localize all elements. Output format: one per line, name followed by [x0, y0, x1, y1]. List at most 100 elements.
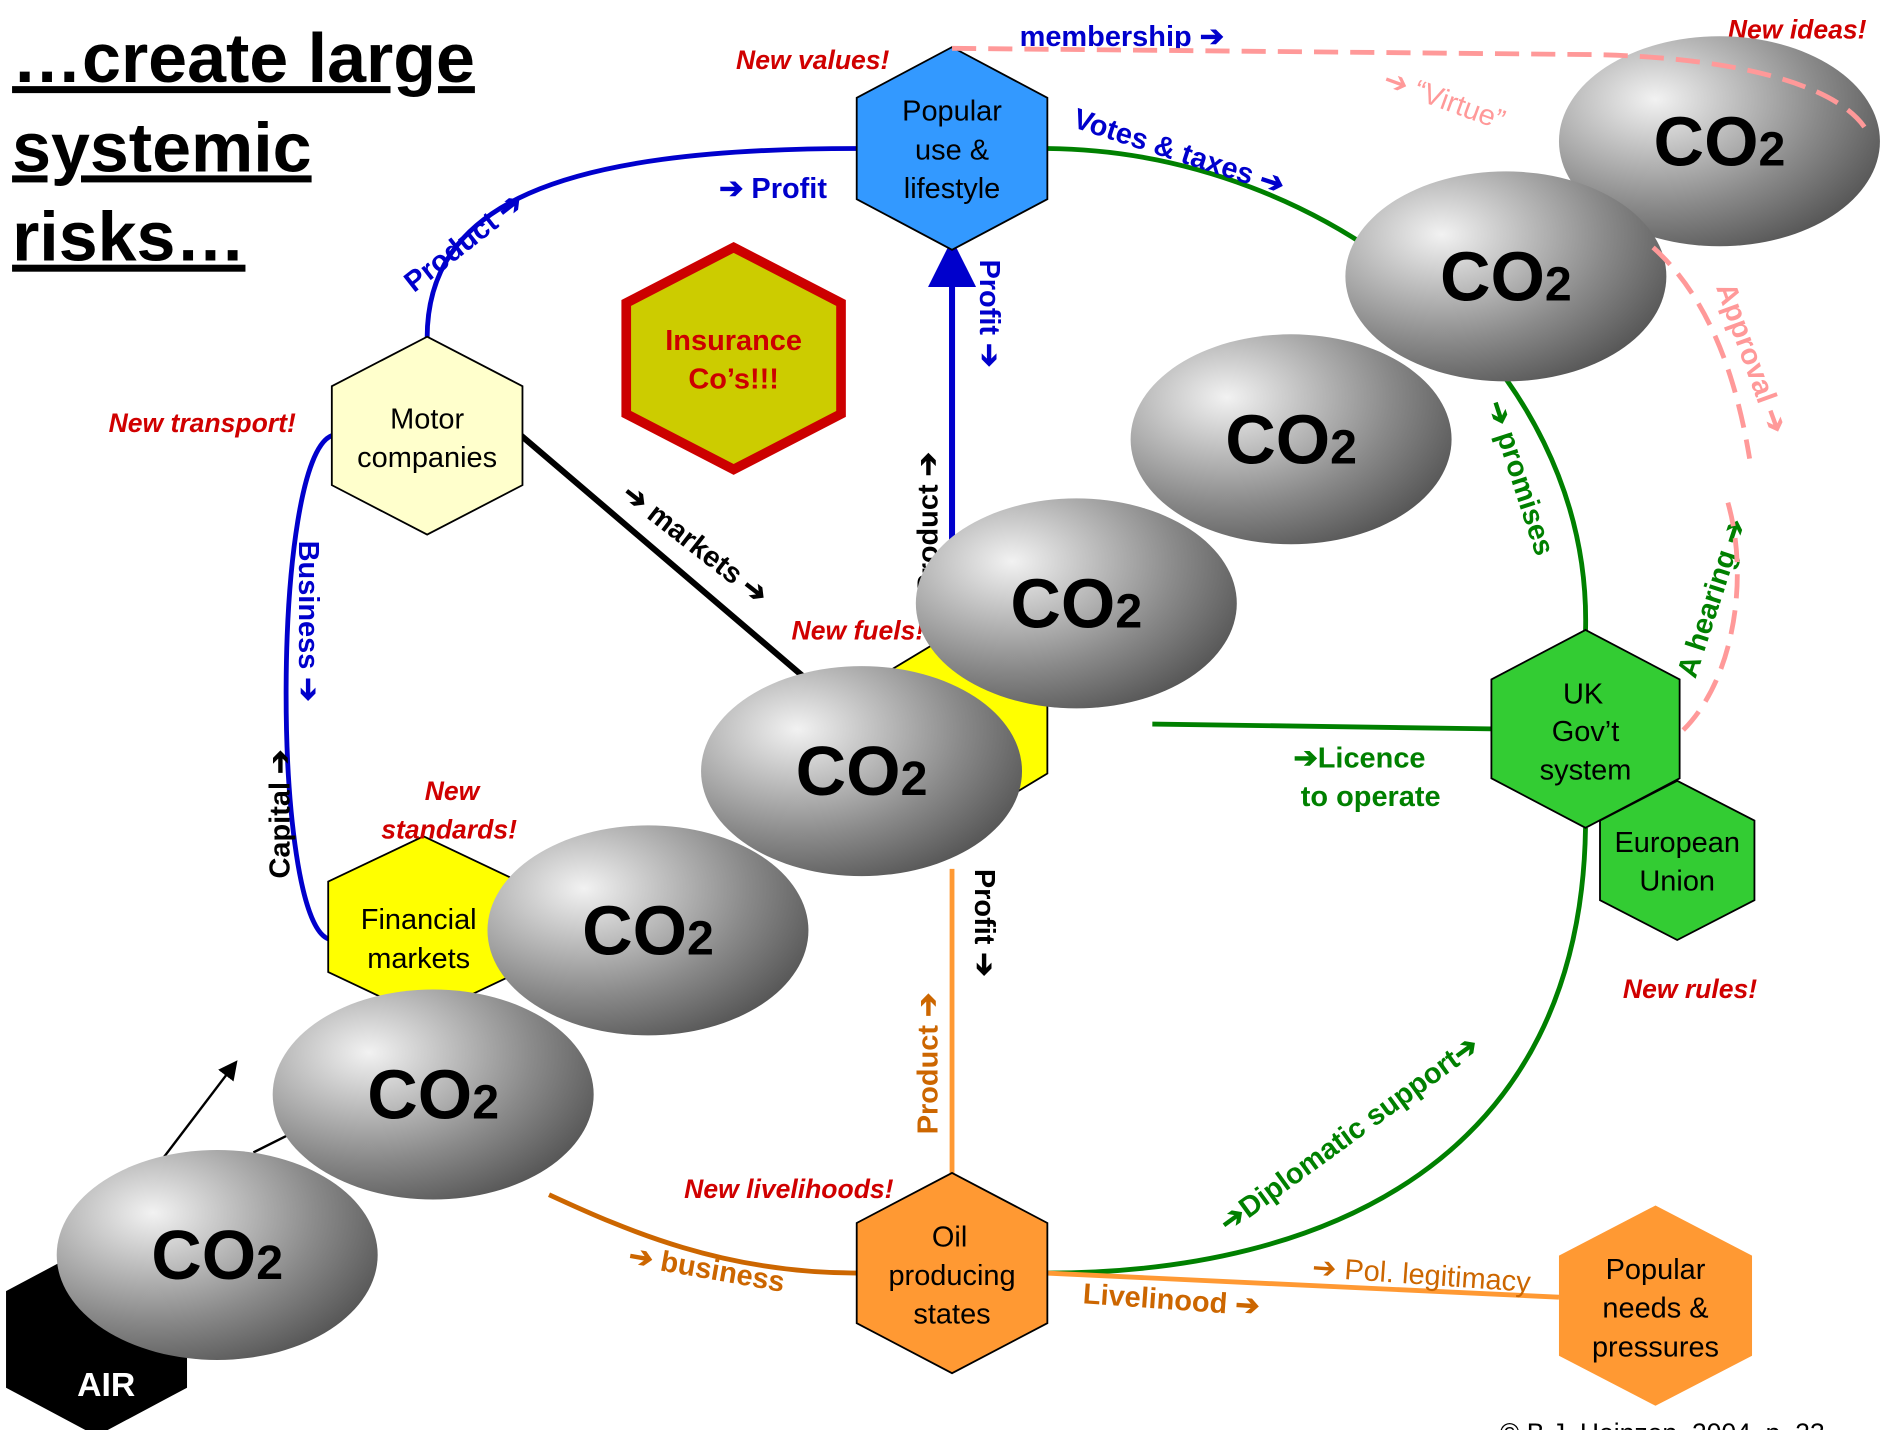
- callout: New values!: [736, 45, 890, 75]
- co2-main: CO: [1225, 400, 1330, 478]
- flow-label: ➔ business: [626, 1240, 787, 1299]
- node-labels: Popular use & lifestyle Motor companies Ins…: [77, 96, 1740, 1404]
- co2-bubble: CO2: [272, 989, 594, 1200]
- connection: [1046, 827, 1588, 1276]
- bubble: [56, 1149, 378, 1360]
- co2-label: CO2: [1225, 400, 1357, 478]
- callout: standards!: [381, 815, 517, 845]
- dashed-link: [952, 45, 1871, 134]
- co2-label: CO2: [1654, 102, 1786, 180]
- bubble: [1345, 171, 1667, 382]
- node-hexagon: [621, 241, 846, 475]
- node-label: Oil producing states: [888, 1222, 1015, 1331]
- node-label: AIR: [77, 1366, 135, 1404]
- title: …create large systemic risks…: [12, 19, 475, 276]
- bubble: [272, 989, 594, 1200]
- bubble: [1558, 36, 1880, 247]
- callout: New fuels!: [792, 616, 925, 646]
- flow-label: Profit ➔: [968, 869, 1000, 977]
- node-label: Popular needs & pressures: [1592, 1254, 1719, 1363]
- flow-label: ➔ Profit: [719, 173, 827, 205]
- co2-main: CO: [582, 892, 687, 970]
- callouts: New values! New transport! New standards…: [109, 15, 1867, 1205]
- connection: [283, 433, 334, 942]
- co2-bubble: CO2: [1558, 36, 1880, 247]
- co2-main: CO: [151, 1216, 256, 1294]
- node-label: UK Gov’t system: [1540, 679, 1632, 787]
- co2-sub: 2: [1545, 258, 1572, 312]
- flow-label: Capital ➔: [265, 750, 297, 879]
- dashed-link: [1651, 245, 1752, 459]
- co2-sub: 2: [1759, 122, 1786, 176]
- callout: New: [425, 776, 482, 806]
- flow-label: A hearing ➔: [1672, 515, 1753, 682]
- flow-label: Livelinood ➔: [1082, 1278, 1261, 1322]
- node-hexagon: [855, 46, 1049, 251]
- node-label: Insurance Co’s!!!: [665, 325, 802, 396]
- connection: [548, 1192, 857, 1276]
- credit: © B.J. Heinzen, 2004, p. 23: [1500, 1418, 1825, 1430]
- flow-label: ➔Diplomatic support➔: [1214, 1030, 1485, 1239]
- co2-label: CO2: [1010, 565, 1142, 643]
- co2-bubble: CO2: [487, 825, 809, 1036]
- node-label: Motor companies: [357, 403, 497, 474]
- co2-sub: 2: [472, 1076, 499, 1130]
- co2-bubble: CO2: [56, 1149, 378, 1360]
- connection: [1046, 1270, 1560, 1300]
- node-label: European Union: [1614, 827, 1740, 898]
- node-hexagon: [1490, 628, 1681, 829]
- flow-label: ➔ markets ➔: [616, 478, 774, 611]
- co2-sub: 2: [901, 752, 928, 806]
- flow-label: Product ➔: [398, 186, 529, 298]
- co2-sub: 2: [256, 1236, 283, 1290]
- flow-label: ➔Licence: [1294, 742, 1426, 774]
- co2-bubble: CO2: [915, 498, 1237, 709]
- co2-sub: 2: [687, 912, 714, 966]
- node-hexagon: [330, 335, 524, 536]
- connection: [424, 146, 857, 338]
- co2-label: CO2: [796, 732, 928, 810]
- co2-bubble: CO2: [1130, 334, 1452, 545]
- co2-sub: 2: [1115, 585, 1142, 639]
- co2-main: CO: [367, 1056, 472, 1134]
- bubble: [701, 666, 1023, 877]
- bubble: [1130, 334, 1452, 545]
- callout: New transport!: [109, 408, 296, 438]
- node-hexagon: [1599, 779, 1756, 942]
- bubble: [487, 825, 809, 1036]
- co2-bubble: CO2: [701, 666, 1023, 877]
- co2-main: CO: [1440, 238, 1545, 316]
- dashed-link: [1681, 494, 1740, 732]
- co2-main: CO: [1010, 565, 1115, 643]
- flow-label: ➔ promises: [1480, 397, 1560, 560]
- node-label: Financial markets: [361, 904, 477, 975]
- connection: [1152, 721, 1492, 732]
- node-hexagon: [1558, 1205, 1753, 1406]
- co2-main: CO: [796, 732, 901, 810]
- flow-label: Business ➔: [292, 541, 324, 702]
- co2-sub: 2: [1330, 420, 1357, 474]
- flow-label: Profit ➔: [973, 259, 1005, 367]
- connection: [161, 1060, 238, 1160]
- node-hexagon: [855, 1171, 1049, 1375]
- co2-label: CO2: [151, 1216, 283, 1294]
- callout: New livelihoods!: [684, 1174, 894, 1204]
- node-label: Popular use & lifestyle: [902, 96, 1002, 205]
- flow-label: Product ➔: [913, 993, 945, 1135]
- co2-label: CO2: [367, 1056, 499, 1134]
- flow-label: ➔ “Virtue”: [1379, 63, 1509, 136]
- flow-label: to operate: [1301, 781, 1441, 813]
- dashed-links: [952, 45, 1871, 732]
- connections: [161, 146, 1588, 1300]
- flow-label: membership ➔: [1020, 21, 1224, 53]
- connection: [252, 1133, 291, 1154]
- co2-main: CO: [1654, 102, 1759, 180]
- co2-bubble: CO2: [1345, 171, 1667, 382]
- callout: New rules!: [1623, 974, 1757, 1004]
- co2-label: CO2: [1440, 238, 1572, 316]
- co2-label: CO2: [582, 892, 714, 970]
- connection: [519, 433, 805, 679]
- bubble: [915, 498, 1237, 709]
